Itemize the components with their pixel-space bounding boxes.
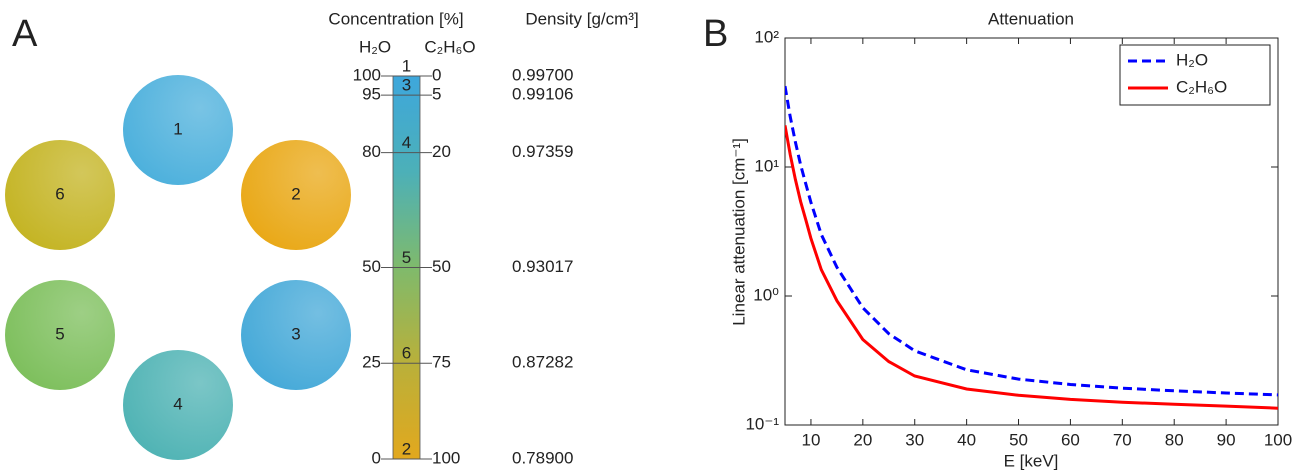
chart-title: Attenuation — [988, 9, 1074, 28]
vial — [241, 280, 351, 390]
vial-label: 4 — [173, 394, 182, 413]
x-tick-label: 40 — [957, 430, 976, 449]
panel-label: B — [703, 13, 728, 55]
y-tick-label: 10⁻¹ — [745, 414, 779, 433]
density-value: 0.87282 — [512, 353, 573, 372]
density-value: 0.99106 — [512, 85, 573, 104]
water-tick-label: 0 — [372, 448, 381, 467]
x-axis-label: E [keV] — [1004, 451, 1059, 470]
plot-frame — [784, 37, 1279, 426]
y-tick-label: 10¹ — [754, 156, 779, 175]
vial-label: 1 — [173, 119, 182, 138]
vial-label: 5 — [55, 324, 64, 343]
y-axis-label: Linear attenuation [cm⁻¹] — [729, 138, 748, 326]
density-value: 0.78900 — [512, 448, 573, 467]
water-label: H₂O — [359, 37, 391, 56]
vial — [5, 280, 115, 390]
x-tick-label: 90 — [1217, 430, 1236, 449]
vial — [123, 75, 233, 185]
ethanol-tick-label: 20 — [432, 142, 451, 161]
water-tick-label: 95 — [362, 85, 381, 104]
water-tick-label: 80 — [362, 142, 381, 161]
x-tick-label: 60 — [1061, 430, 1080, 449]
density-value: 0.93017 — [512, 257, 573, 276]
x-tick-label: 10 — [801, 430, 820, 449]
x-tick-label: 30 — [905, 430, 924, 449]
vial-marker: 5 — [402, 248, 411, 267]
vial-label: 6 — [55, 184, 64, 203]
ethanol-tick-label: 75 — [432, 353, 451, 372]
panel-label: A — [12, 13, 38, 55]
vial-label: 2 — [291, 184, 300, 203]
vial-marker: 6 — [402, 344, 411, 363]
y-tick-label: 10² — [754, 27, 779, 46]
vial-marker: 1 — [402, 56, 411, 75]
vial — [5, 140, 115, 250]
x-tick-label: 50 — [1009, 430, 1028, 449]
legend-label: H₂O — [1176, 50, 1208, 69]
x-tick-label: 80 — [1165, 430, 1184, 449]
x-tick-label: 100 — [1264, 430, 1292, 449]
ethanol-label: C₂H₆O — [424, 37, 475, 56]
x-tick-label: 20 — [853, 430, 872, 449]
density-value: 0.99700 — [512, 65, 573, 84]
vial-marker: 3 — [402, 76, 411, 95]
ethanol-tick-label: 100 — [432, 448, 460, 467]
ethanol-tick-label: 50 — [432, 257, 451, 276]
water-tick-label: 25 — [362, 353, 381, 372]
vial-marker: 2 — [402, 439, 411, 458]
concentration-header: Concentration [%] — [328, 9, 463, 28]
ethanol-tick-label: 0 — [432, 65, 441, 84]
vial-marker: 4 — [402, 133, 411, 152]
water-tick-label: 100 — [353, 65, 381, 84]
ethanol-tick-label: 5 — [432, 85, 441, 104]
legend-box — [1119, 44, 1271, 106]
legend-label: C₂H₆O — [1176, 77, 1227, 96]
y-tick-label: 10⁰ — [753, 285, 779, 304]
density-header: Density [g/cm³] — [525, 9, 638, 28]
water-tick-label: 50 — [362, 257, 381, 276]
vial-label: 3 — [291, 324, 300, 343]
density-value: 0.97359 — [512, 142, 573, 161]
series-line — [785, 125, 1278, 410]
x-tick-label: 70 — [1113, 430, 1132, 449]
series-line — [785, 85, 1278, 397]
vial — [241, 140, 351, 250]
vial — [123, 350, 233, 460]
